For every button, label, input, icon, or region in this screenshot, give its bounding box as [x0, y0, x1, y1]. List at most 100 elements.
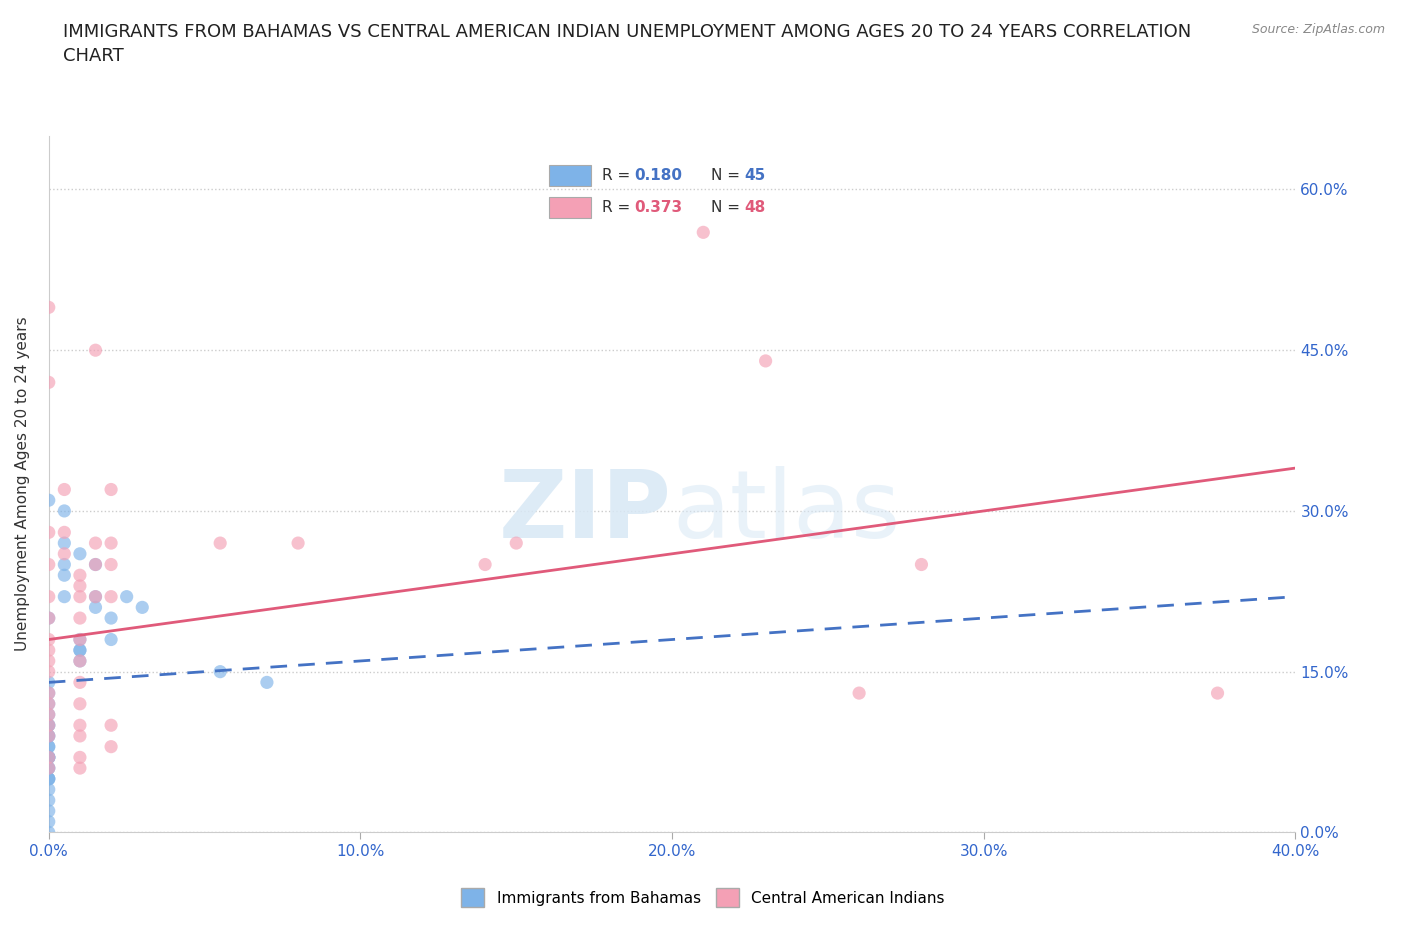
Point: [38, 664, 60, 679]
Point: [38, 739, 60, 754]
Point: [38, 707, 60, 722]
Point: [209, 664, 232, 679]
Point: [131, 600, 153, 615]
Y-axis label: Unemployment Among Ages 20 to 24 years: Unemployment Among Ages 20 to 24 years: [15, 317, 30, 651]
Point: [38, 815, 60, 830]
Point: [53, 525, 76, 539]
Point: [100, 632, 122, 647]
Point: [69, 728, 91, 743]
Point: [69, 643, 91, 658]
Point: [38, 643, 60, 658]
Point: [38, 707, 60, 722]
Point: [38, 771, 60, 786]
Text: ZIP: ZIP: [499, 466, 672, 558]
Point: [53, 482, 76, 497]
Point: [100, 557, 122, 572]
Point: [38, 718, 60, 733]
Point: [69, 590, 91, 604]
Point: [84, 343, 107, 358]
Point: [38, 750, 60, 764]
Point: [38, 697, 60, 711]
Point: [38, 611, 60, 626]
Point: [69, 750, 91, 764]
Point: [38, 493, 60, 508]
Point: [38, 611, 60, 626]
Point: [38, 718, 60, 733]
Point: [1206, 685, 1229, 700]
Point: [69, 546, 91, 561]
Point: [38, 761, 60, 776]
Text: IMMIGRANTS FROM BAHAMAS VS CENTRAL AMERICAN INDIAN UNEMPLOYMENT AMONG AGES 20 TO: IMMIGRANTS FROM BAHAMAS VS CENTRAL AMERI…: [63, 23, 1191, 65]
Point: [53, 503, 76, 518]
Point: [38, 771, 60, 786]
Point: [84, 536, 107, 551]
Point: [53, 546, 76, 561]
Point: [38, 590, 60, 604]
Point: [38, 750, 60, 764]
Text: Source: ZipAtlas.com: Source: ZipAtlas.com: [1251, 23, 1385, 36]
Point: [69, 654, 91, 669]
Point: [38, 685, 60, 700]
Point: [38, 728, 60, 743]
Point: [53, 557, 76, 572]
Point: [100, 482, 122, 497]
Point: [38, 750, 60, 764]
Point: [100, 718, 122, 733]
Point: [38, 525, 60, 539]
Point: [69, 654, 91, 669]
Point: [38, 771, 60, 786]
Text: atlas: atlas: [672, 466, 900, 558]
Point: [38, 632, 60, 647]
Point: [84, 557, 107, 572]
Point: [38, 685, 60, 700]
Point: [38, 675, 60, 690]
Point: [69, 643, 91, 658]
Point: [69, 632, 91, 647]
Point: [38, 299, 60, 314]
Point: [38, 792, 60, 807]
Point: [256, 675, 278, 690]
Point: [69, 697, 91, 711]
Point: [38, 728, 60, 743]
Point: [38, 761, 60, 776]
Point: [38, 782, 60, 797]
Point: [910, 557, 932, 572]
Point: [115, 590, 138, 604]
Point: [38, 697, 60, 711]
Point: [38, 739, 60, 754]
Point: [287, 536, 309, 551]
Point: [848, 685, 870, 700]
Point: [38, 804, 60, 818]
Point: [38, 375, 60, 390]
Point: [100, 536, 122, 551]
Point: [69, 675, 91, 690]
Point: [69, 568, 91, 583]
Point: [100, 739, 122, 754]
Point: [38, 718, 60, 733]
Point: [84, 590, 107, 604]
Point: [38, 750, 60, 764]
Point: [53, 536, 76, 551]
Legend: Immigrants from Bahamas, Central American Indians: Immigrants from Bahamas, Central America…: [456, 883, 950, 913]
Point: [38, 728, 60, 743]
Point: [100, 590, 122, 604]
Point: [53, 590, 76, 604]
Point: [84, 557, 107, 572]
Point: [692, 225, 714, 240]
Point: [69, 718, 91, 733]
Point: [69, 578, 91, 593]
Point: [38, 761, 60, 776]
Point: [69, 761, 91, 776]
Point: [100, 611, 122, 626]
Point: [69, 632, 91, 647]
Point: [755, 353, 778, 368]
Point: [53, 568, 76, 583]
Point: [209, 536, 232, 551]
Point: [38, 557, 60, 572]
Point: [38, 654, 60, 669]
Point: [84, 600, 107, 615]
Point: [69, 611, 91, 626]
Point: [474, 557, 496, 572]
Point: [84, 590, 107, 604]
Point: [38, 750, 60, 764]
